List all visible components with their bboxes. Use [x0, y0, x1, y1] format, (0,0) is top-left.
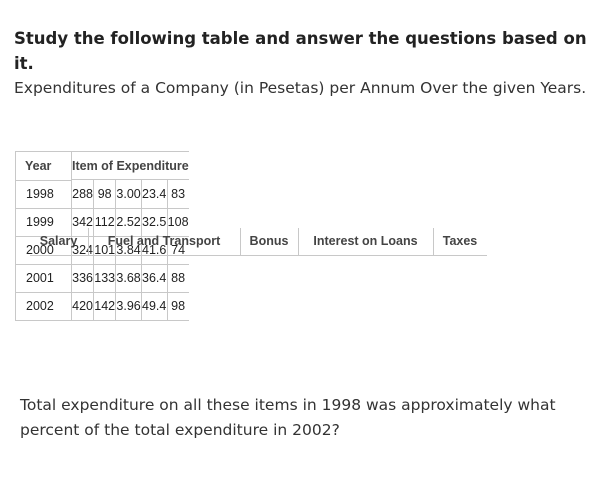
column-header-fuel-and-transport: Fuel and Transport: [88, 227, 241, 256]
year-cell: 1998: [15, 180, 72, 209]
year-cell: 2002: [15, 292, 72, 321]
fuel-cell: 142: [93, 292, 117, 321]
year-cell: 2001: [15, 264, 72, 293]
interest-cell: 23.4: [141, 180, 168, 209]
column-header-salary: Salary: [29, 227, 89, 256]
fuel-cell: 98: [93, 180, 117, 209]
taxes-cell: 83: [167, 180, 189, 209]
bonus-cell: 3.68: [115, 264, 142, 293]
salary-cell: 420: [71, 292, 95, 321]
table-caption: Expenditures of a Company (in Pesetas) p…: [14, 79, 587, 97]
salary-cell: 336: [71, 264, 95, 293]
table-row: 2002 420 142 3.96 49.4 98: [15, 292, 189, 321]
interest-cell: 49.4: [141, 292, 168, 321]
column-header-taxes: Taxes: [433, 227, 487, 256]
item-of-expenditure-header: Item of Expenditure: [71, 151, 189, 180]
interest-cell: 36.4: [141, 264, 168, 293]
fuel-cell: 133: [93, 264, 117, 293]
table-row: 2001 336 133 3.68 36.4 88: [15, 264, 189, 293]
column-header-bonus: Bonus: [240, 227, 299, 256]
page-heading: Study the following table and answer the…: [14, 29, 587, 73]
taxes-cell: 98: [167, 292, 189, 321]
table-row: 1998 288 98 3.00 23.4 83: [15, 180, 189, 209]
question-text: Total expenditure on all these items in …: [20, 396, 556, 439]
bonus-cell: 3.00: [115, 180, 142, 209]
expenditure-table: Year Item of Expenditure Salary Fuel and…: [15, 151, 487, 321]
bonus-cell: 3.96: [115, 292, 142, 321]
column-header-interest-on-loans: Interest on Loans: [298, 227, 434, 256]
taxes-cell: 88: [167, 264, 189, 293]
salary-cell: 288: [71, 180, 95, 209]
year-header: Year: [15, 151, 72, 181]
